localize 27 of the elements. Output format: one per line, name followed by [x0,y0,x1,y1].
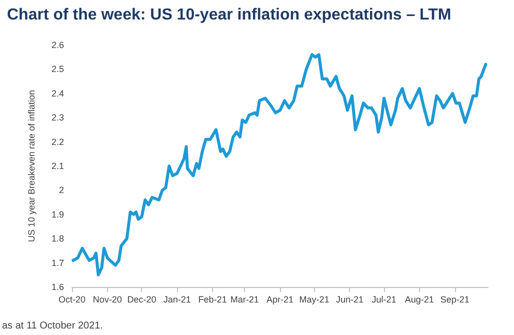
y-tick-label: 2 [58,185,64,196]
x-tick-label: Apr-21 [266,294,294,304]
chart-title: Chart of the week: US 10-year inflation expectations – LTM [7,6,452,24]
y-tick-label: 1.9 [51,209,64,220]
x-tick-label: Jan-21 [163,294,191,304]
x-tick-label: Jul-21 [372,294,396,304]
x-tick-label: May-21 [299,294,330,304]
x-tick-label: Mar-21 [230,294,259,304]
x-tick-label: Aug-21 [404,294,434,304]
x-tick-label: Jun-21 [336,294,364,304]
text: as at 11 October 2021. [2,320,103,332]
y-axis-title: US 10 year Breakeven rate of inflation [26,90,36,242]
y-tick-label: 1.8 [51,234,64,244]
y-tick-label: 2.6 [51,40,64,50]
y-tick-label: 1.7 [51,258,64,268]
y-tick-label: 2.2 [51,136,64,147]
y-tick-label: 2.3 [51,112,64,123]
y-tick-label: 2.4 [51,88,64,98]
line-series [72,53,488,276]
x-tick-label: Nov-20 [92,294,122,304]
y-tick-label: 1.6 [51,282,64,292]
y-tick-label: 2.5 [51,64,64,74]
x-tick-label: Sep-21 [440,294,470,304]
x-tick-label: Dec-20 [127,294,156,304]
y-tick-label: 2.1 [51,161,64,171]
x-tick-label: Feb-21 [198,294,227,304]
x-tick-label: Oct-20 [58,294,86,304]
